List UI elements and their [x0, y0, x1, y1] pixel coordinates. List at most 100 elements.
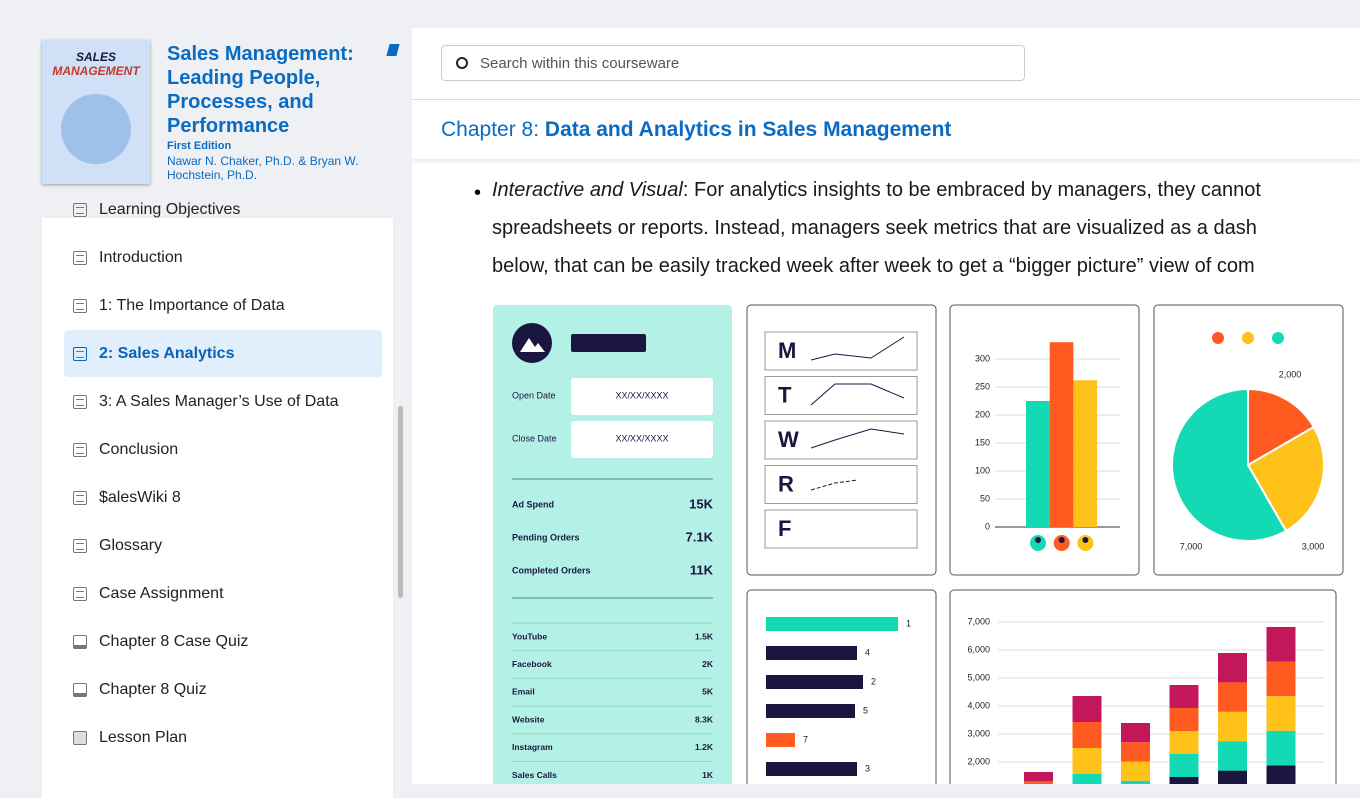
- bar: [1049, 342, 1074, 527]
- bar: [1026, 401, 1050, 527]
- search-box[interactable]: Search within this courseware: [441, 45, 1025, 81]
- y-tick-label: 300: [975, 353, 990, 363]
- rank-bar: [766, 704, 855, 718]
- nav-item[interactable]: Learning Objectives: [64, 186, 382, 233]
- y-tick-label: 7,000: [967, 616, 990, 626]
- rank-bar: [766, 733, 795, 747]
- nav-icon: [73, 490, 87, 505]
- nav-item[interactable]: $alesWiki 8: [64, 474, 382, 521]
- stack-segment: [1169, 685, 1199, 708]
- stack-segment: [1266, 730, 1296, 766]
- weekday: W: [778, 427, 799, 452]
- edition: First Edition: [167, 140, 232, 152]
- book-title[interactable]: Sales Management: Leading People, Proces…: [167, 43, 354, 137]
- sparkline: [810, 428, 905, 449]
- pie-slice: [1171, 387, 1288, 542]
- nav-item[interactable]: 1: The Importance of Data: [64, 282, 382, 329]
- nav-label: Introduction: [99, 248, 183, 266]
- search-icon: [456, 57, 468, 69]
- pie-label: 7,000: [1180, 541, 1203, 551]
- rank-label: 7: [803, 734, 808, 744]
- book-cover[interactable]: SALES MANAGEMENT: [42, 40, 150, 184]
- kpi-label: Ad Spend: [512, 499, 554, 509]
- cover-art: [61, 94, 131, 164]
- nav-item[interactable]: Chapter 8 Quiz: [64, 666, 382, 713]
- rank-label: 4: [865, 647, 870, 657]
- text-line: Interactive and Visual: For analytics in…: [492, 179, 1261, 202]
- nav-item[interactable]: Conclusion: [64, 426, 382, 473]
- kpi-value: 15K: [689, 496, 713, 511]
- day-row: [764, 509, 918, 549]
- channel-value: 1K: [702, 770, 714, 780]
- kpi-value: 11K: [690, 562, 714, 577]
- pie-label: 3,000: [1302, 541, 1325, 551]
- rank-label: 2: [871, 676, 876, 686]
- content: Search within this courseware Chapter 8:…: [412, 28, 1360, 784]
- edit-icon[interactable]: [386, 44, 400, 56]
- nav-icon: [73, 346, 87, 361]
- avatar-head: [1082, 537, 1089, 543]
- nav-icon: [73, 538, 87, 553]
- nav-item[interactable]: 3: A Sales Manager’s Use of Data: [64, 378, 382, 425]
- bar: [1073, 380, 1098, 527]
- y-tick-label: 6,000: [967, 644, 990, 654]
- y-tick-label: 100: [975, 465, 990, 475]
- date-value: XX/XX/XXXX: [615, 390, 668, 400]
- nav-label: $alesWiki 8: [99, 488, 181, 506]
- date-box: [571, 421, 713, 458]
- stack-segment: [1121, 742, 1150, 762]
- day-row: [764, 420, 918, 460]
- stack-segment: [1169, 731, 1199, 754]
- term: Interactive and Visual: [492, 179, 683, 201]
- scrollbar[interactable]: [398, 406, 403, 598]
- nav-icon: [73, 202, 87, 217]
- channel-value: 2K: [702, 659, 714, 669]
- channel-value: 5K: [702, 687, 714, 697]
- nav-item[interactable]: 2: Sales Analytics: [64, 330, 382, 377]
- nav-item[interactable]: Chapter 8 Case Quiz: [64, 618, 382, 665]
- channel-label: Facebook: [512, 659, 552, 669]
- stack-segment: [1266, 661, 1296, 697]
- kpi-label: Completed Orders: [512, 565, 591, 575]
- stack-segment: [1266, 627, 1296, 662]
- stack-segment: [1266, 765, 1296, 784]
- y-tick-label: 2,000: [967, 756, 990, 766]
- stack-segment: [1121, 761, 1150, 781]
- y-tick-label: 250: [975, 381, 990, 391]
- dashboard-figure: Open Date XX/XX/XXXX Close Date XX/XX/XXXX A…: [493, 304, 1344, 784]
- pie-slice: [1247, 387, 1316, 467]
- chapter-header: Chapter 8: Data and Analytics in Sales M…: [412, 99, 1360, 159]
- y-tick-label: 0: [985, 521, 990, 531]
- y-tick-label: 200: [975, 409, 990, 419]
- chapter-title: Data and Analytics in Sales Management: [544, 117, 952, 141]
- channel-value: 8.3K: [695, 714, 714, 724]
- nav-item[interactable]: Introduction: [64, 234, 382, 281]
- nav-item[interactable]: Lesson Plan: [64, 714, 382, 761]
- nav-icon: [73, 682, 87, 697]
- cover-title: SALES: [75, 50, 116, 64]
- legend-dot: [1212, 332, 1224, 344]
- logo-mark: [520, 338, 545, 352]
- name-bar: [571, 334, 646, 352]
- nav-label: Chapter 8 Quiz: [99, 680, 207, 698]
- weekday: T: [778, 382, 792, 407]
- stack-segment: [1266, 696, 1296, 731]
- stack-segment: [1072, 722, 1102, 748]
- channel-value: 1.2K: [695, 742, 714, 752]
- nav-label: Chapter 8 Case Quiz: [99, 632, 249, 650]
- y-tick-label: 5,000: [967, 672, 990, 682]
- channel-label: YouTube: [512, 631, 547, 641]
- nav-item[interactable]: Case Assignment: [64, 570, 382, 617]
- weekday: M: [778, 338, 796, 363]
- nav-label: Glossary: [99, 536, 163, 554]
- pie-label: 2,000: [1279, 369, 1302, 379]
- channel-label: Sales Calls: [512, 770, 557, 780]
- rank-bar: [766, 762, 857, 776]
- stack-segment: [1169, 754, 1199, 777]
- nav-icon: [73, 442, 87, 457]
- text-line: below, that can be easily tracked week a…: [492, 255, 1255, 277]
- rank-bar: [766, 675, 863, 689]
- avatar: [1053, 535, 1070, 551]
- nav-item[interactable]: Glossary: [64, 522, 382, 569]
